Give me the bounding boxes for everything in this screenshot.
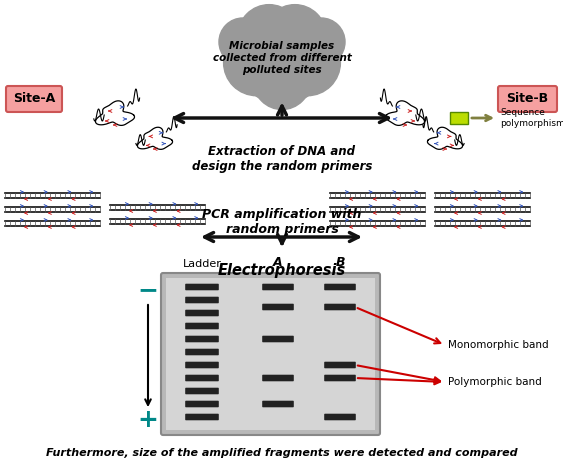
FancyBboxPatch shape bbox=[324, 375, 356, 382]
Text: B: B bbox=[335, 256, 345, 269]
FancyBboxPatch shape bbox=[185, 297, 219, 303]
Text: PCR amplification with
random primers: PCR amplification with random primers bbox=[202, 208, 361, 236]
Text: Polymorphic band: Polymorphic band bbox=[448, 377, 542, 387]
Circle shape bbox=[238, 12, 316, 90]
Text: Extraction of DNA and
design the random primers: Extraction of DNA and design the random … bbox=[192, 145, 372, 173]
Circle shape bbox=[219, 18, 267, 66]
Text: Electrophoresis: Electrophoresis bbox=[218, 263, 346, 278]
FancyBboxPatch shape bbox=[498, 86, 557, 112]
FancyBboxPatch shape bbox=[166, 278, 375, 430]
Text: Sequence
polymorphism: Sequence polymorphism bbox=[500, 108, 563, 128]
Text: A: A bbox=[273, 256, 283, 269]
FancyBboxPatch shape bbox=[185, 414, 219, 420]
Circle shape bbox=[274, 30, 341, 96]
FancyBboxPatch shape bbox=[161, 273, 380, 435]
FancyBboxPatch shape bbox=[185, 388, 219, 394]
FancyBboxPatch shape bbox=[450, 112, 468, 124]
FancyBboxPatch shape bbox=[262, 304, 294, 310]
FancyBboxPatch shape bbox=[185, 362, 219, 368]
FancyBboxPatch shape bbox=[185, 284, 219, 290]
FancyBboxPatch shape bbox=[324, 284, 356, 290]
FancyBboxPatch shape bbox=[324, 304, 356, 310]
Polygon shape bbox=[96, 101, 135, 125]
Polygon shape bbox=[427, 127, 463, 150]
FancyBboxPatch shape bbox=[262, 375, 294, 382]
Text: Site-A: Site-A bbox=[13, 93, 55, 106]
Polygon shape bbox=[386, 101, 425, 125]
Text: Microbial samples
collected from different
polluted sites: Microbial samples collected from differe… bbox=[213, 41, 351, 75]
FancyBboxPatch shape bbox=[185, 336, 219, 342]
Text: Site-B: Site-B bbox=[507, 93, 548, 106]
FancyBboxPatch shape bbox=[262, 284, 294, 290]
Circle shape bbox=[263, 5, 326, 67]
Circle shape bbox=[236, 12, 328, 104]
Text: +: + bbox=[137, 408, 158, 432]
FancyBboxPatch shape bbox=[262, 336, 294, 342]
Circle shape bbox=[238, 5, 301, 67]
FancyBboxPatch shape bbox=[262, 400, 294, 407]
FancyBboxPatch shape bbox=[6, 86, 62, 112]
Polygon shape bbox=[137, 127, 173, 150]
FancyBboxPatch shape bbox=[185, 400, 219, 407]
FancyBboxPatch shape bbox=[324, 414, 356, 420]
FancyBboxPatch shape bbox=[185, 310, 219, 316]
Text: −: − bbox=[137, 278, 159, 302]
Circle shape bbox=[224, 30, 290, 96]
FancyBboxPatch shape bbox=[185, 323, 219, 329]
Text: Monomorphic band: Monomorphic band bbox=[448, 340, 548, 350]
FancyBboxPatch shape bbox=[324, 362, 356, 368]
Circle shape bbox=[297, 18, 345, 66]
Circle shape bbox=[253, 52, 311, 110]
Text: Furthermore, size of the amplified fragments were detected and compared: Furthermore, size of the amplified fragm… bbox=[46, 448, 518, 458]
FancyBboxPatch shape bbox=[185, 349, 219, 355]
FancyBboxPatch shape bbox=[185, 375, 219, 382]
Text: Ladder: Ladder bbox=[182, 259, 221, 269]
